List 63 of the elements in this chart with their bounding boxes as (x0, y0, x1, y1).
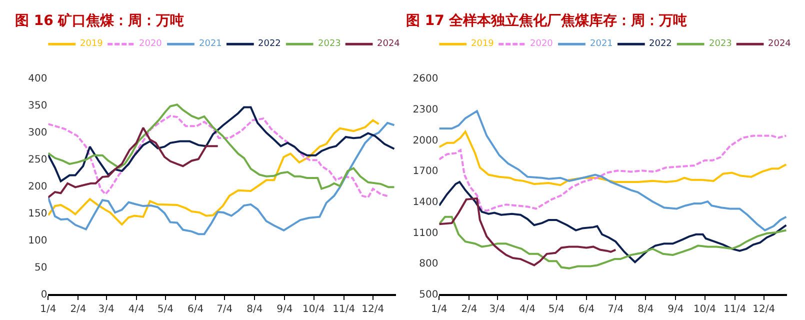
x-tick-label: 1/4 (40, 304, 56, 315)
chart-title: 图 16 矿口焦煤：周：万吨 (15, 12, 184, 29)
y-tick-label: 1700 (412, 166, 438, 178)
x-tick-label: 1/4 (431, 304, 448, 315)
y-tick-label: 150 (28, 208, 48, 220)
x-tick-label: 2/4 (70, 304, 86, 315)
y-tick-label: 350 (28, 100, 48, 112)
legend-label: 2022 (649, 39, 672, 49)
x-tick-label: 7/4 (216, 304, 233, 315)
y-tick-label: 2300 (412, 104, 438, 116)
x-tick-label: 12/4 (752, 304, 776, 315)
x-tick-label: 9/4 (276, 304, 293, 315)
line-series (439, 197, 617, 266)
line-series (439, 110, 788, 232)
legend-label: 2023 (318, 39, 341, 49)
y-tick-label: 800 (419, 258, 438, 270)
x-tick-label: 3/4 (489, 304, 506, 315)
text: 2019 (471, 39, 494, 49)
x-tick-label: 11/4 (724, 304, 746, 315)
y-tick-label: 250 (28, 154, 48, 166)
line-series (439, 180, 788, 264)
y-tick-label: 500 (419, 290, 438, 300)
y-tick-label: 1100 (412, 228, 438, 239)
legend-label: 2021 (199, 39, 222, 49)
x-tick-label: 7/4 (608, 304, 624, 315)
legend-label: 2024 (377, 39, 400, 49)
line-series (48, 114, 390, 198)
y-tick-label: 300 (28, 128, 48, 139)
x-tick-label: 6/4 (578, 304, 595, 315)
x-tick-label: 11/4 (332, 304, 356, 315)
y-tick-label: 400 (28, 74, 48, 85)
line-series (439, 134, 788, 212)
x-tick-label: 10/4 (302, 304, 326, 315)
line-series (439, 216, 788, 270)
line-series (439, 130, 788, 186)
x-tick-label: 4/4 (128, 304, 144, 315)
y-tick-label: 200 (28, 182, 48, 193)
y-tick-label: 50 (34, 262, 48, 274)
line-series (48, 126, 219, 198)
y-tick-label: 2000 (412, 135, 438, 146)
y-tick-label: 0 (40, 290, 48, 300)
y-tick-label: 1400 (412, 197, 438, 208)
legend-label: 2023 (709, 39, 732, 49)
x-tick-label: 3/4 (98, 304, 114, 315)
x-tick-label: 5/4 (157, 304, 174, 315)
legend-label: 2021 (590, 39, 613, 49)
y-tick-label: 100 (28, 236, 48, 247)
x-tick-label: 9/4 (668, 304, 684, 315)
x-tick-label: 8/4 (638, 304, 654, 315)
legend-label: 2022 (258, 39, 281, 49)
x-tick-label: 8/4 (246, 304, 263, 315)
x-tick-label: 10/4 (694, 304, 716, 315)
legend-label: 2024 (768, 39, 792, 49)
y-tick-label: 2600 (412, 74, 438, 85)
x-tick-label: 2/4 (461, 304, 478, 315)
legend-label: 2020 (530, 39, 554, 49)
chart-title: 图 17 全样本独立焦化厂焦煤库存：周：万吨 (406, 12, 688, 29)
legend-label: 2019 (80, 39, 104, 49)
x-tick-label: 12/4 (362, 304, 384, 315)
x-tick-label: 5/4 (548, 304, 565, 315)
x-tick-label: 6/4 (187, 304, 204, 315)
legend-label: 2020 (139, 39, 162, 49)
x-tick-label: 4/4 (519, 304, 536, 315)
